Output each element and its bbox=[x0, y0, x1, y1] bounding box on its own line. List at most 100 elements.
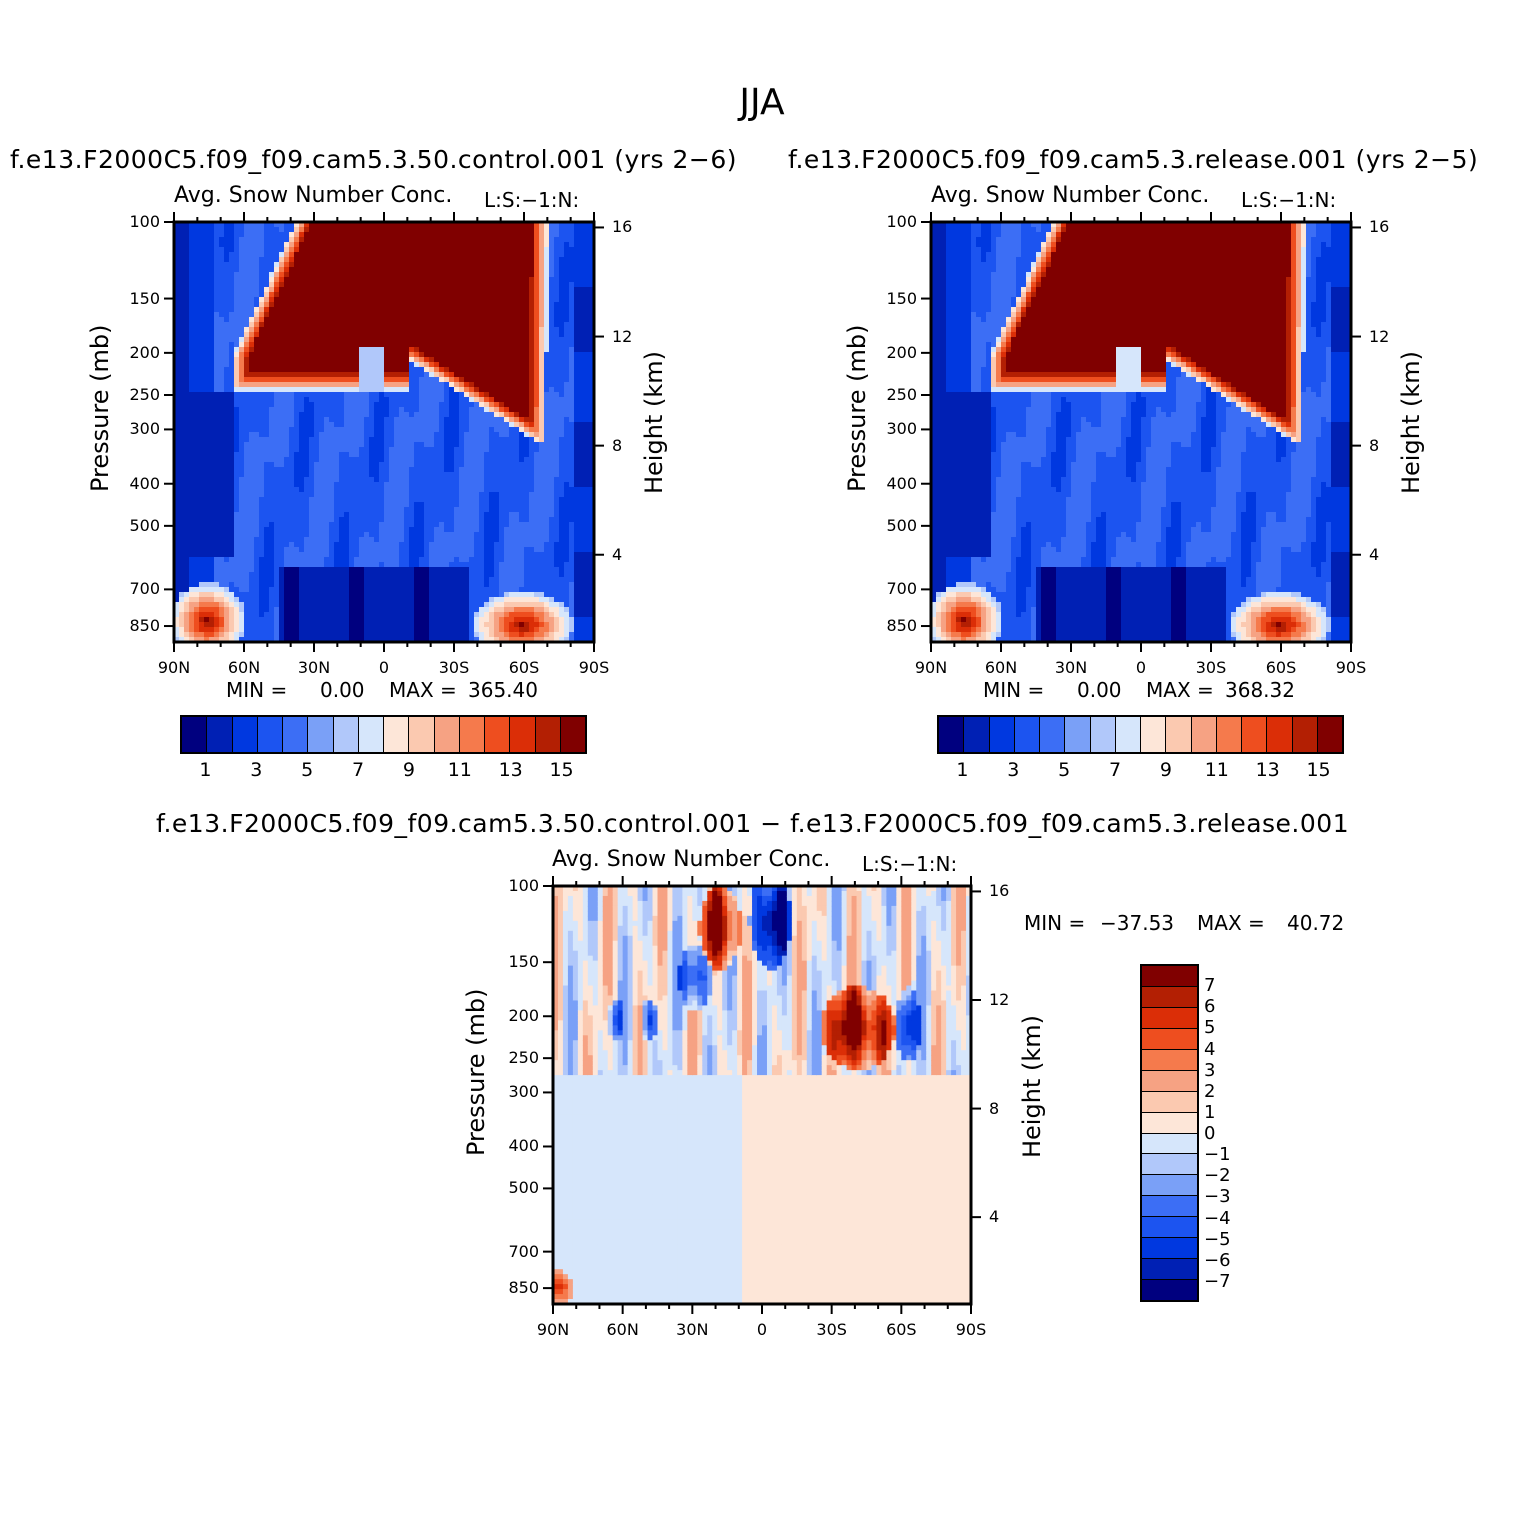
height-tick-label: 16 bbox=[612, 217, 632, 236]
pressure-tick-label: 150 bbox=[873, 289, 917, 308]
colorbar-label: 15 bbox=[542, 759, 582, 781]
pressure-tick-label: 250 bbox=[495, 1048, 539, 1067]
colorbar-swatch bbox=[207, 717, 233, 752]
lat-tick-label: 0 bbox=[737, 1320, 787, 1339]
pressure-tick-label: 500 bbox=[495, 1178, 539, 1197]
lat-tick-label: 60S bbox=[1256, 658, 1306, 677]
colorbar-label: 3 bbox=[1204, 1060, 1215, 1081]
pressure-tick-label: 500 bbox=[873, 516, 917, 535]
panel1-y2label: Height (km) bbox=[640, 351, 668, 494]
pressure-tick-label: 500 bbox=[116, 516, 160, 535]
colorbar-swatch bbox=[1142, 1028, 1197, 1050]
lat-tick-label: 30S bbox=[1186, 658, 1236, 677]
panel3-units: L:S:−1:N: bbox=[862, 852, 957, 876]
colorbar-label: 7 bbox=[1095, 759, 1135, 781]
lat-tick-label: 0 bbox=[1116, 658, 1166, 677]
colorbar-label: 5 bbox=[287, 759, 327, 781]
pressure-tick-label: 150 bbox=[495, 952, 539, 971]
colorbar-label: 9 bbox=[1146, 759, 1186, 781]
colorbar-label: 0 bbox=[1204, 1123, 1215, 1144]
colorbar-label: 5 bbox=[1204, 1017, 1215, 1038]
colorbar-swatch bbox=[409, 717, 435, 752]
colorbar-label: 7 bbox=[1204, 975, 1215, 996]
panel3-min-value: −37.53 bbox=[1100, 911, 1174, 935]
colorbar-difference bbox=[1140, 964, 1199, 1302]
pressure-tick-label: 250 bbox=[116, 385, 160, 404]
pressure-tick-label: 200 bbox=[116, 343, 160, 362]
pressure-tick-label: 700 bbox=[873, 579, 917, 598]
lat-tick-label: 60S bbox=[499, 658, 549, 677]
colorbar-swatch bbox=[283, 717, 309, 752]
panel3-max-label: MAX = bbox=[1197, 911, 1265, 935]
pressure-tick-label: 200 bbox=[495, 1006, 539, 1025]
lat-tick-label: 30S bbox=[429, 658, 479, 677]
lat-tick-label: 30N bbox=[1046, 658, 1096, 677]
colorbar-swatch bbox=[1142, 1196, 1197, 1218]
pressure-tick-label: 250 bbox=[873, 385, 917, 404]
panel1-var-title: Avg. Snow Number Conc. bbox=[174, 183, 452, 208]
colorbar-swatch bbox=[1065, 717, 1091, 752]
lat-tick-label: 30N bbox=[667, 1320, 717, 1339]
colorbar-swatch bbox=[939, 717, 965, 752]
height-tick-label: 8 bbox=[612, 436, 622, 455]
panel2-y2label: Height (km) bbox=[1397, 351, 1425, 494]
panel1-ylabel: Pressure (mb) bbox=[86, 325, 114, 492]
height-tick-label: 8 bbox=[1369, 436, 1379, 455]
panel3-y2label: Height (km) bbox=[1018, 1015, 1046, 1158]
colorbar-label: 4 bbox=[1204, 1039, 1215, 1060]
heatmap-difference bbox=[543, 876, 981, 1314]
colorbar-label: −6 bbox=[1204, 1250, 1231, 1271]
panel2-min-label: MIN = bbox=[983, 678, 1044, 702]
colorbar-swatch bbox=[485, 717, 511, 752]
lat-tick-label: 90S bbox=[569, 658, 619, 677]
height-tick-label: 16 bbox=[989, 881, 1009, 900]
colorbar-swatch bbox=[1216, 717, 1242, 752]
main-title: JJA bbox=[0, 82, 1524, 123]
colorbar-swatch bbox=[1166, 717, 1192, 752]
pressure-tick-label: 300 bbox=[873, 419, 917, 438]
colorbar-swatch bbox=[1142, 1112, 1197, 1134]
colorbar-label: 2 bbox=[1204, 1081, 1215, 1102]
pressure-tick-label: 400 bbox=[873, 474, 917, 493]
colorbar-label: 13 bbox=[491, 759, 531, 781]
contour-field bbox=[174, 222, 595, 643]
lat-tick-label: 90N bbox=[906, 658, 956, 677]
height-tick-label: 12 bbox=[989, 990, 1009, 1009]
pressure-tick-label: 700 bbox=[116, 579, 160, 598]
lat-tick-label: 30N bbox=[289, 658, 339, 677]
lat-tick-label: 90N bbox=[528, 1320, 578, 1339]
panel1-max-label: MAX = bbox=[389, 678, 457, 702]
pressure-tick-label: 100 bbox=[116, 212, 160, 231]
panel2-ylabel: Pressure (mb) bbox=[843, 325, 871, 492]
colorbar-label: 1 bbox=[185, 759, 225, 781]
panel2-units: L:S:−1:N: bbox=[1241, 188, 1336, 212]
colorbar-label: 1 bbox=[942, 759, 982, 781]
colorbar-swatch bbox=[384, 717, 410, 752]
colorbar-label: 13 bbox=[1248, 759, 1288, 781]
pressure-tick-label: 150 bbox=[116, 289, 160, 308]
colorbar-label: −4 bbox=[1204, 1208, 1231, 1229]
colorbar-swatch bbox=[1292, 717, 1318, 752]
case-title-difference: f.e13.F2000C5.f09_f09.cam5.3.50.control.… bbox=[156, 809, 1349, 838]
height-tick-label: 16 bbox=[1369, 217, 1389, 236]
pressure-tick-label: 850 bbox=[495, 1278, 539, 1297]
colorbar-swatch bbox=[1142, 1154, 1197, 1176]
colorbar-swatch bbox=[560, 717, 585, 752]
colorbar-swatch bbox=[989, 717, 1015, 752]
pressure-tick-label: 700 bbox=[495, 1242, 539, 1261]
colorbar-swatch bbox=[1142, 966, 1197, 987]
panel2-min-value: 0.00 bbox=[1077, 678, 1122, 702]
colorbar-swatch bbox=[1142, 1070, 1197, 1092]
colorbar-swatch bbox=[1040, 717, 1066, 752]
lat-tick-label: 0 bbox=[359, 658, 409, 677]
lat-tick-label: 60S bbox=[876, 1320, 926, 1339]
pressure-tick-label: 200 bbox=[873, 343, 917, 362]
colorbar-swatch bbox=[1242, 717, 1268, 752]
panel1-min-value: 0.00 bbox=[320, 678, 365, 702]
panel1-units: L:S:−1:N: bbox=[484, 188, 579, 212]
colorbar-swatch bbox=[1014, 717, 1040, 752]
colorbar-label: −3 bbox=[1204, 1186, 1231, 1207]
colorbar-control bbox=[180, 715, 587, 754]
pressure-tick-label: 400 bbox=[495, 1136, 539, 1155]
colorbar-swatch bbox=[1142, 1217, 1197, 1239]
